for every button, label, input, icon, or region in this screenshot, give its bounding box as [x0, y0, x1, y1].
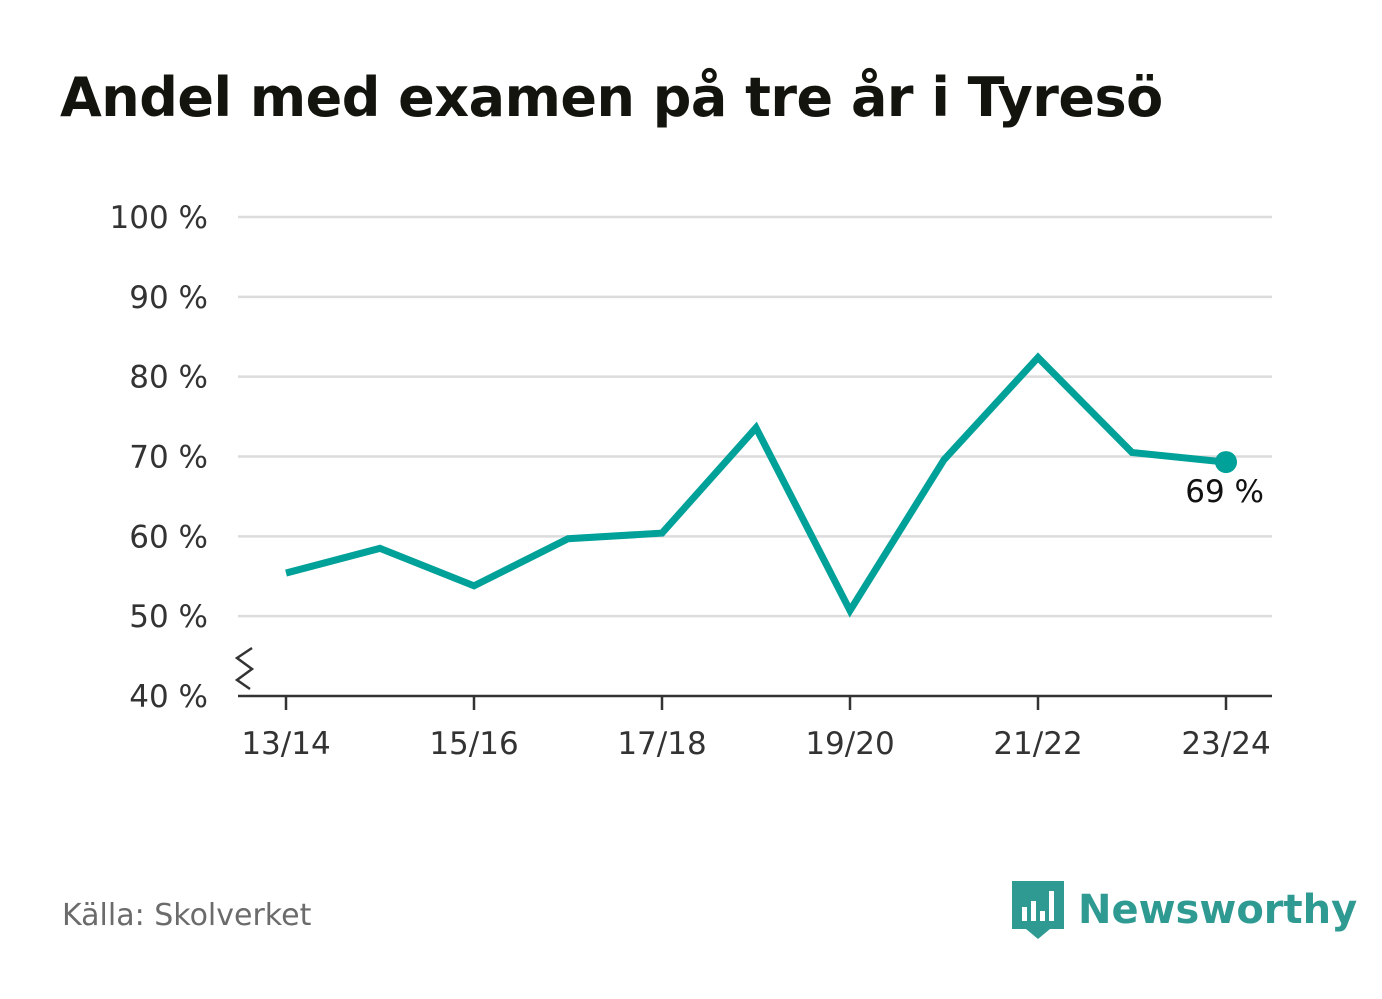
- end-value-label: 69 %: [1185, 474, 1264, 510]
- series-line: [285, 352, 1227, 618]
- series-group: 69 %: [285, 352, 1264, 618]
- y-tick-label: 50 %: [129, 599, 208, 635]
- x-tick-label: 23/24: [1181, 726, 1270, 762]
- x-tick-label: 15/16: [429, 726, 518, 762]
- y-tick-label: 70 %: [129, 440, 208, 476]
- brand-name: Newsworthy: [1078, 887, 1358, 933]
- chart-title: Andel med examen på tre år i Tyresö: [60, 66, 1163, 129]
- y-tick-label: 40 %: [129, 679, 208, 715]
- y-axis-ticks: 40 % 50 % 60 % 70 % 80 % 90 % 100 %: [110, 200, 208, 715]
- x-tick-label: 13/14: [241, 726, 330, 762]
- y-tick-label: 100 %: [110, 200, 208, 236]
- source-note: Källa: Skolverket: [62, 898, 312, 933]
- x-tick-label: 19/20: [805, 726, 894, 762]
- x-axis: 13/14 15/16 17/18 19/20 21/22 23/24: [234, 646, 1272, 762]
- gridlines: [238, 215, 1272, 618]
- axis-break-icon: [234, 646, 255, 691]
- brand-logo: Newsworthy: [1010, 878, 1357, 942]
- newsworthy-logo-icon: [1012, 881, 1064, 939]
- end-point-marker: [1215, 451, 1237, 474]
- x-tick-label: 21/22: [993, 726, 1082, 762]
- x-tick-label: 17/18: [617, 726, 706, 762]
- y-tick-label: 80 %: [129, 360, 208, 396]
- y-tick-label: 90 %: [129, 280, 208, 316]
- y-tick-label: 60 %: [129, 519, 208, 555]
